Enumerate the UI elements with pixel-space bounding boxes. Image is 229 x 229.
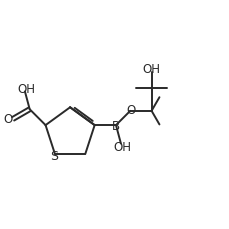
Text: B: B — [112, 119, 120, 132]
Text: OH: OH — [112, 140, 131, 153]
Text: O: O — [4, 112, 13, 125]
Text: S: S — [50, 149, 57, 162]
Text: O: O — [126, 104, 135, 117]
Text: OH: OH — [17, 83, 35, 96]
Text: OH: OH — [142, 63, 160, 76]
